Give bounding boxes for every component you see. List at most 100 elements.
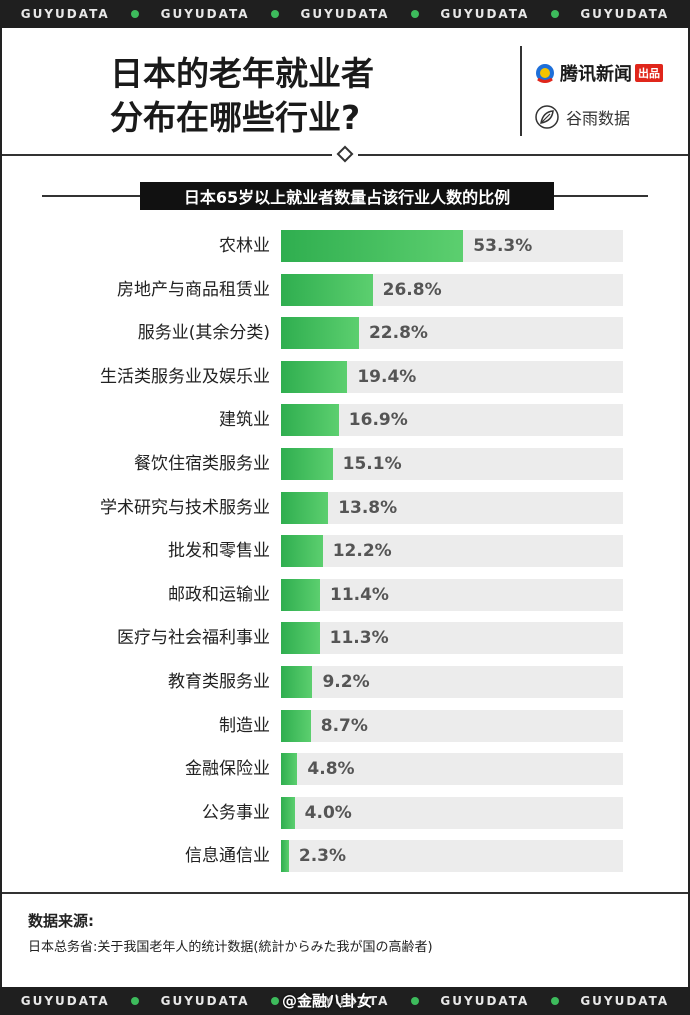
category-label: 信息通信业 bbox=[185, 846, 270, 867]
brand-word: GUYUDATA bbox=[580, 994, 670, 1008]
bar bbox=[281, 230, 464, 262]
bar-track bbox=[281, 840, 623, 873]
category-label: 房地产与商品租赁业 bbox=[117, 279, 270, 300]
bar bbox=[281, 491, 329, 524]
tencent-news-icon bbox=[536, 64, 554, 83]
bar-row: 批发和零售业 12.2% bbox=[2, 533, 688, 569]
category-label: 公务事业 bbox=[202, 802, 270, 823]
brand-word: GUYUDATA bbox=[580, 7, 670, 21]
bar bbox=[281, 404, 339, 437]
bar bbox=[281, 578, 320, 611]
bar-chart: 农林业 53.3% 房地产与商品租赁业 26.8% 服务业(其余分类) 22.8% 生活类服… bbox=[2, 228, 688, 884]
brand-word: GUYUDATA bbox=[300, 7, 390, 21]
value-label: 11.3% bbox=[329, 628, 389, 649]
dot-icon bbox=[550, 10, 559, 18]
infographic-card: 日本的老年就业者 分布在哪些行业? 腾讯新闻 出品 谷雨数据 日本65岁以上就业… bbox=[2, 28, 688, 987]
category-label: 金融保险业 bbox=[185, 759, 270, 780]
bar bbox=[281, 360, 348, 393]
bottom-strip: GUYUDATA GUYUDATA GUYUDATA GUYUDATA GUYU… bbox=[0, 987, 690, 1015]
bar-track bbox=[281, 796, 623, 829]
bar bbox=[281, 753, 298, 786]
chart-subtitle: 日本65岁以上就业者数量占该行业人数的比例 bbox=[140, 182, 554, 210]
title-line-1: 日本的老年就业者 bbox=[110, 54, 374, 93]
header-rule-right bbox=[358, 154, 688, 156]
bar-track bbox=[281, 666, 623, 698]
bar-track bbox=[281, 709, 623, 742]
header-divider bbox=[520, 46, 522, 136]
bar-row: 餐饮住宿类服务业 15.1% bbox=[2, 446, 688, 482]
value-label: 22.8% bbox=[368, 323, 428, 344]
bar-row: 邮政和运输业 11.4% bbox=[2, 577, 688, 613]
top-strip: GUYUDATA GUYUDATA GUYUDATA GUYUDATA GUYU… bbox=[0, 0, 690, 28]
category-label: 生活类服务业及娱乐业 bbox=[100, 366, 270, 387]
bar bbox=[281, 622, 320, 655]
brand-word: GUYUDATA bbox=[20, 994, 110, 1008]
brand-word: GUYUDATA bbox=[160, 7, 250, 21]
value-label: 15.1% bbox=[342, 454, 402, 474]
bar-track bbox=[281, 535, 623, 568]
bar bbox=[281, 448, 333, 480]
bar-row: 金融保险业 4.8% bbox=[2, 751, 688, 787]
value-label: 19.4% bbox=[357, 366, 417, 387]
bar bbox=[281, 317, 359, 350]
brand-word: GUYUDATA bbox=[160, 994, 250, 1008]
source-section: 数据来源: 日本总务省:关于我国老年人的统计数据(統計からみた我が国の高齢者) bbox=[2, 892, 688, 987]
value-label: 53.3% bbox=[473, 236, 533, 256]
category-label: 建筑业 bbox=[219, 410, 270, 431]
value-label: 26.8% bbox=[382, 279, 442, 300]
value-label: 16.9% bbox=[348, 410, 408, 431]
source-text: 日本总务省:关于我国老年人的统计数据(統計からみた我が国の高齢者) bbox=[28, 940, 433, 955]
bar bbox=[281, 796, 295, 829]
watermark-text: @金融八卦女 bbox=[282, 992, 373, 1010]
category-label: 批发和零售业 bbox=[168, 541, 270, 562]
category-label: 服务业(其余分类) bbox=[137, 323, 270, 344]
value-label: 4.8% bbox=[307, 759, 355, 780]
dot-icon bbox=[410, 10, 419, 18]
category-label: 邮政和运输业 bbox=[168, 584, 270, 605]
brand-word: GUYUDATA bbox=[20, 7, 110, 21]
bar-row: 房地产与商品租赁业 26.8% bbox=[2, 272, 688, 308]
tencent-news-badge: 出品 bbox=[635, 64, 663, 82]
dot-icon bbox=[131, 10, 140, 18]
brand-word: GUYUDATA bbox=[440, 7, 530, 21]
bar-track bbox=[281, 578, 623, 611]
header-rule-left bbox=[2, 154, 332, 156]
bar-row: 医疗与社会福利事业 11.3% bbox=[2, 620, 688, 656]
bar-row: 服务业(其余分类) 22.8% bbox=[2, 315, 688, 351]
title-line-2: 分布在哪些行业? bbox=[110, 98, 361, 137]
category-label: 农林业 bbox=[219, 236, 270, 256]
category-label: 学术研究与技术服务业 bbox=[100, 497, 270, 518]
tencent-news-logo: 腾讯新闻 出品 bbox=[534, 60, 663, 86]
value-label: 12.2% bbox=[332, 541, 392, 562]
bar bbox=[281, 709, 311, 742]
guyu-leaf-icon bbox=[535, 105, 559, 129]
value-label: 2.3% bbox=[298, 846, 347, 867]
dot-icon bbox=[271, 997, 280, 1005]
bar bbox=[281, 840, 289, 873]
bar-row: 教育类服务业 9.2% bbox=[2, 664, 688, 700]
value-label: 8.7% bbox=[320, 715, 368, 736]
bar bbox=[281, 273, 373, 306]
bar bbox=[281, 666, 313, 698]
bar-track bbox=[281, 753, 623, 786]
category-label: 医疗与社会福利事业 bbox=[117, 628, 270, 649]
bar-track bbox=[281, 622, 623, 655]
bar bbox=[281, 535, 323, 568]
guyu-data-logo: 谷雨数据 bbox=[534, 104, 630, 130]
bar-track bbox=[281, 491, 623, 524]
page-title: 日本的老年就业者 分布在哪些行业? bbox=[110, 52, 450, 140]
bar-row: 信息通信业 2.3% bbox=[2, 838, 688, 874]
brand-word: GUYUDATA bbox=[440, 994, 530, 1008]
category-label: 餐饮住宿类服务业 bbox=[134, 454, 270, 474]
value-label: 13.8% bbox=[338, 497, 398, 518]
value-label: 11.4% bbox=[329, 584, 389, 605]
value-label: 9.2% bbox=[322, 672, 370, 692]
brand-word: GUYUDATA bbox=[300, 994, 390, 1008]
header: 日本的老年就业者 分布在哪些行业? 腾讯新闻 出品 谷雨数据 bbox=[2, 28, 688, 154]
bar-row: 学术研究与技术服务业 13.8% bbox=[2, 490, 688, 526]
category-label: 制造业 bbox=[219, 715, 270, 736]
source-label: 数据来源: bbox=[28, 912, 94, 930]
bar-row: 制造业 8.7% bbox=[2, 708, 688, 744]
bar-row: 建筑业 16.9% bbox=[2, 402, 688, 438]
dot-icon bbox=[271, 10, 280, 18]
